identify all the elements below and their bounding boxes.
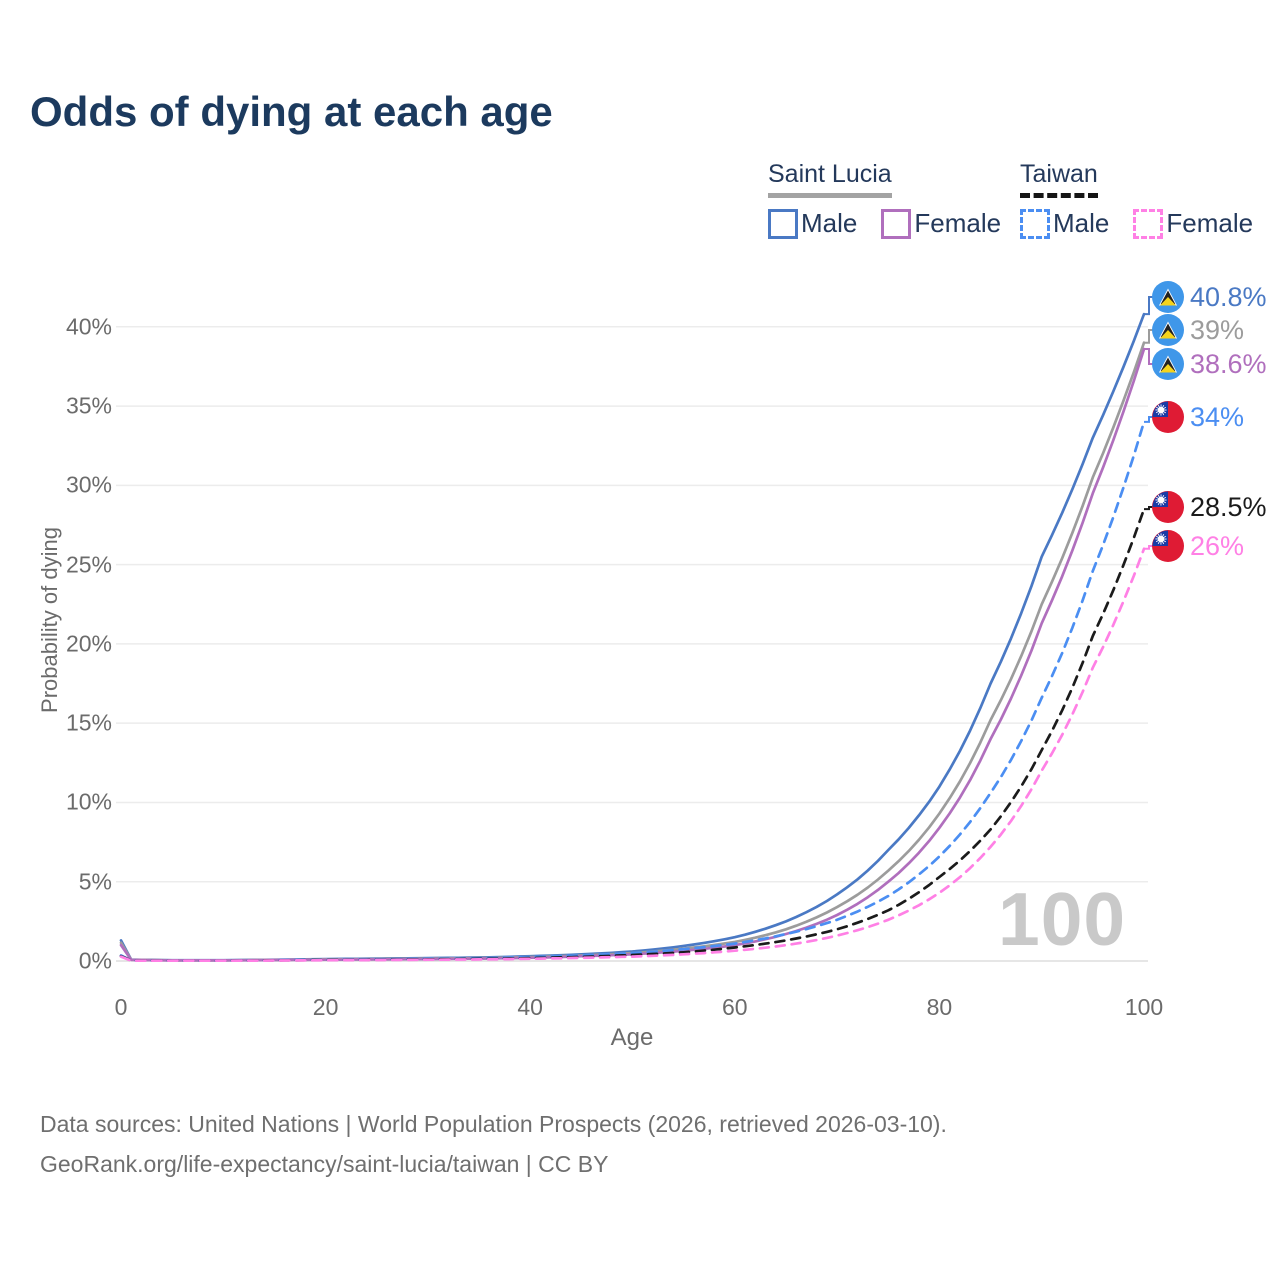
y-tick-label: 20% xyxy=(65,630,112,657)
saint-lucia-flag-icon xyxy=(1152,348,1184,380)
end-label-value: 40.8% xyxy=(1190,281,1267,312)
y-tick-label: 0% xyxy=(78,947,112,974)
end-label-connector xyxy=(1144,506,1153,511)
taiwan-flag-icon xyxy=(1152,491,1184,523)
legend-item-saint-lucia-male[interactable]: Male xyxy=(768,208,857,239)
end-label-taiwan-male: 34% xyxy=(1152,401,1244,433)
y-tick-label: 15% xyxy=(65,709,112,736)
x-tick-label: 80 xyxy=(926,994,953,1020)
saint-lucia-flag-icon xyxy=(1152,281,1184,313)
footer-line-2: GeoRank.org/life-expectancy/saint-lucia/… xyxy=(40,1151,609,1177)
page-title: Odds of dying at each age xyxy=(30,88,553,135)
legend-item-taiwan-male[interactable]: Male xyxy=(1020,208,1109,239)
end-label-connector xyxy=(1144,348,1153,365)
end-label-value: 39% xyxy=(1190,314,1245,345)
footer-source-text: Data sources: United Nations | World Pop… xyxy=(40,1104,947,1184)
series-line-taiwan-female xyxy=(119,547,1146,963)
taiwan-flag-icon xyxy=(1152,401,1184,433)
legend-group-taiwan: Taiwan Male Female xyxy=(1020,160,1253,239)
end-label-value: 34% xyxy=(1190,401,1245,432)
end-label-value: 28.5% xyxy=(1190,491,1267,522)
y-tick-label: 5% xyxy=(78,868,112,895)
end-label-taiwan-female: 26% xyxy=(1152,530,1244,562)
legend-row: Male Female xyxy=(768,208,1001,239)
x-tick-label: 20 xyxy=(312,994,339,1020)
age-counter-watermark: 100 xyxy=(998,877,1127,961)
female-solid-swatch-icon xyxy=(881,208,912,239)
series-line-taiwan-male xyxy=(119,420,1146,963)
legend-item-label: Male xyxy=(1053,208,1110,238)
y-tick-label: 10% xyxy=(65,788,112,815)
legend-header-taiwan: Taiwan xyxy=(1020,160,1098,198)
male-dashed-swatch-icon xyxy=(1020,208,1050,239)
end-label-value: 38.6% xyxy=(1190,348,1267,379)
end-label-saint-lucia-both-sexes: 39% xyxy=(1152,314,1244,346)
end-label-value: 26% xyxy=(1190,530,1245,561)
x-tick-label: 100 xyxy=(1124,994,1164,1020)
legend-item-label: Male xyxy=(801,208,858,238)
legend-row: Male Female xyxy=(1020,208,1253,239)
legend-item-taiwan-female[interactable]: Female xyxy=(1133,208,1253,239)
end-label-connector xyxy=(1144,416,1153,423)
y-tick-label: 25% xyxy=(65,551,112,578)
y-tick-label: 35% xyxy=(65,392,112,419)
end-label-taiwan-both-sexes: 28.5% xyxy=(1152,491,1267,523)
series-line-taiwan-both-sexes xyxy=(119,507,1146,963)
y-tick-label: 30% xyxy=(65,471,112,498)
saint-lucia-flag-icon xyxy=(1152,314,1184,346)
end-label-saint-lucia-male: 40.8% xyxy=(1152,281,1267,313)
x-tick-label: 60 xyxy=(722,994,748,1020)
legend-group-saint-lucia: Saint Lucia Male Female xyxy=(768,160,1001,239)
legend-item-label: Female xyxy=(1166,208,1254,238)
series-line-saint-lucia-female xyxy=(119,347,1146,962)
series-line-saint-lucia-both-sexes xyxy=(119,341,1146,962)
y-tick-label: 40% xyxy=(65,313,112,340)
legend-header-saint-lucia: Saint Lucia xyxy=(768,160,892,198)
x-tick-label: 0 xyxy=(114,994,128,1020)
series-line-saint-lucia-male xyxy=(119,312,1146,962)
male-solid-swatch-icon xyxy=(768,208,798,239)
plot-area xyxy=(116,296,1153,963)
taiwan-flag-icon xyxy=(1152,530,1184,562)
footer-line-1: Data sources: United Nations | World Pop… xyxy=(40,1111,947,1137)
female-dashed-swatch-icon xyxy=(1133,208,1164,239)
end-label-saint-lucia-female: 38.6% xyxy=(1152,348,1267,380)
end-label-connector xyxy=(1144,329,1153,344)
end-label-connector xyxy=(1144,296,1153,316)
legend-item-label: Female xyxy=(914,208,1002,238)
end-label-connector xyxy=(1144,545,1153,550)
legend-item-saint-lucia-female[interactable]: Female xyxy=(881,208,1001,239)
x-axis-title: Age xyxy=(610,1024,654,1051)
x-tick-label: 40 xyxy=(517,994,543,1020)
